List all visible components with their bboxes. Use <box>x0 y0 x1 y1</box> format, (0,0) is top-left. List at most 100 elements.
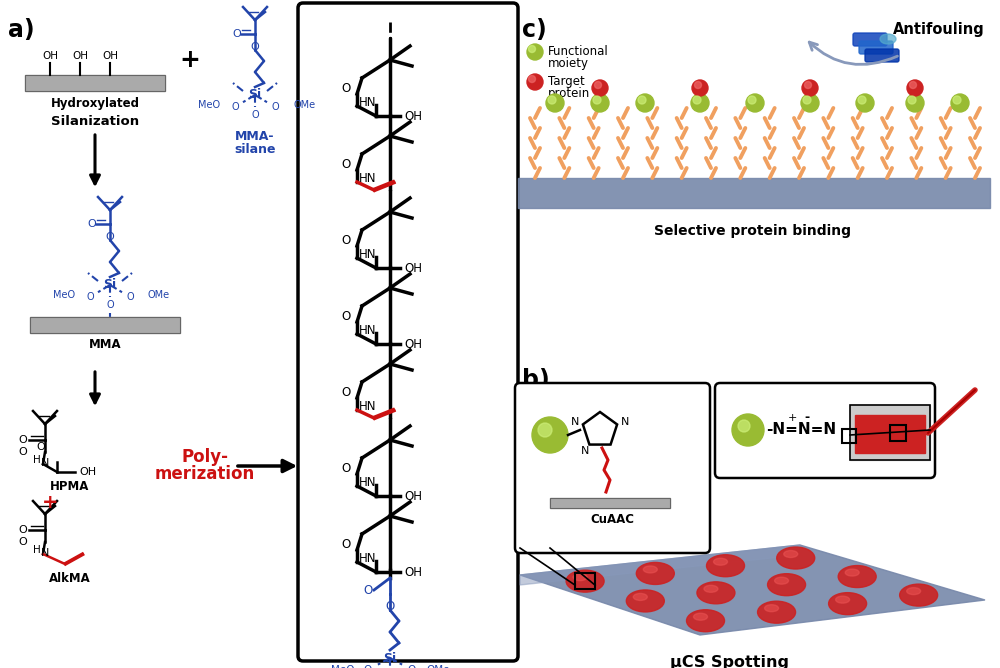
Text: c): c) <box>522 18 547 42</box>
Text: OH: OH <box>404 110 422 122</box>
Ellipse shape <box>775 577 789 584</box>
Ellipse shape <box>573 574 587 580</box>
Polygon shape <box>520 545 800 585</box>
Bar <box>550 498 670 508</box>
Text: H: H <box>33 545 41 555</box>
Text: merization: merization <box>155 465 255 483</box>
Ellipse shape <box>697 582 735 604</box>
Text: O: O <box>408 665 416 668</box>
Text: O: O <box>233 29 241 39</box>
Text: O: O <box>19 435 27 445</box>
Text: MMA-: MMA- <box>235 130 275 143</box>
Text: MeO: MeO <box>53 290 75 300</box>
Circle shape <box>858 96 866 104</box>
Text: MeO: MeO <box>198 100 220 110</box>
Circle shape <box>638 96 646 104</box>
Text: N: N <box>41 548 49 558</box>
Ellipse shape <box>687 610 725 632</box>
Circle shape <box>738 420 750 432</box>
Circle shape <box>802 80 818 96</box>
Text: O: O <box>126 292 134 302</box>
Text: HN: HN <box>359 172 376 185</box>
Text: N: N <box>571 417 579 427</box>
Text: HN: HN <box>359 324 376 337</box>
Text: O: O <box>106 300 114 310</box>
Text: OH: OH <box>404 261 422 275</box>
Circle shape <box>636 94 654 112</box>
Text: Hydroxylated: Hydroxylated <box>50 97 140 110</box>
Text: +: + <box>788 413 797 423</box>
FancyArrowPatch shape <box>809 42 897 65</box>
Text: O: O <box>86 292 94 302</box>
Text: OH: OH <box>404 490 422 502</box>
Text: O: O <box>363 584 373 597</box>
Ellipse shape <box>633 593 647 601</box>
Text: +: + <box>180 48 200 72</box>
FancyBboxPatch shape <box>298 3 518 661</box>
Text: O: O <box>341 234 351 246</box>
Ellipse shape <box>836 596 850 603</box>
Circle shape <box>953 96 961 104</box>
Bar <box>842 429 856 443</box>
Text: Si: Si <box>383 651 397 665</box>
Text: O: O <box>19 537 27 547</box>
Text: +: + <box>42 492 58 512</box>
Text: OH: OH <box>102 51 118 61</box>
Text: Si: Si <box>103 279 117 291</box>
Text: HPMA: HPMA <box>50 480 90 493</box>
Circle shape <box>801 94 819 112</box>
Circle shape <box>908 96 916 104</box>
Circle shape <box>691 94 709 112</box>
Circle shape <box>804 81 812 88</box>
Text: Functional: Functional <box>548 45 609 58</box>
Circle shape <box>528 75 536 83</box>
Text: HN: HN <box>359 400 376 413</box>
Bar <box>25 75 165 91</box>
Text: Silanization: Silanization <box>51 115 139 128</box>
Text: O: O <box>231 102 239 112</box>
Text: N: N <box>41 458 49 468</box>
Circle shape <box>594 81 602 88</box>
Text: HN: HN <box>359 476 376 489</box>
Circle shape <box>538 423 552 437</box>
Text: O: O <box>341 385 351 399</box>
Text: HN: HN <box>359 248 376 261</box>
Text: MeO: MeO <box>330 665 354 668</box>
Ellipse shape <box>704 585 718 593</box>
Text: O: O <box>19 447 27 457</box>
Bar <box>575 573 595 589</box>
Circle shape <box>593 96 601 104</box>
Circle shape <box>907 80 923 96</box>
Circle shape <box>906 94 924 112</box>
Ellipse shape <box>566 570 604 592</box>
Text: OH: OH <box>42 51 58 61</box>
Text: OMe: OMe <box>426 665 450 668</box>
Text: H: H <box>33 455 41 465</box>
FancyBboxPatch shape <box>853 33 887 46</box>
Text: Target: Target <box>548 75 585 88</box>
Circle shape <box>693 96 701 104</box>
Text: O: O <box>364 665 372 668</box>
Circle shape <box>592 80 608 96</box>
Text: b): b) <box>522 368 550 392</box>
Circle shape <box>546 94 564 112</box>
Circle shape <box>548 96 556 104</box>
FancyBboxPatch shape <box>859 41 893 54</box>
Text: protein: protein <box>548 87 590 100</box>
Bar <box>855 415 925 453</box>
Text: O: O <box>271 102 279 112</box>
Circle shape <box>803 96 811 104</box>
Text: OH: OH <box>79 467 96 477</box>
Ellipse shape <box>636 562 674 584</box>
Ellipse shape <box>900 584 938 606</box>
Ellipse shape <box>758 601 796 623</box>
FancyBboxPatch shape <box>715 383 935 478</box>
Polygon shape <box>850 405 930 460</box>
Text: a): a) <box>8 18 35 42</box>
Text: O: O <box>341 81 351 94</box>
Text: OH: OH <box>72 51 88 61</box>
Text: O: O <box>251 42 259 52</box>
Bar <box>550 498 670 508</box>
Text: O: O <box>19 525 27 535</box>
Ellipse shape <box>765 605 779 612</box>
